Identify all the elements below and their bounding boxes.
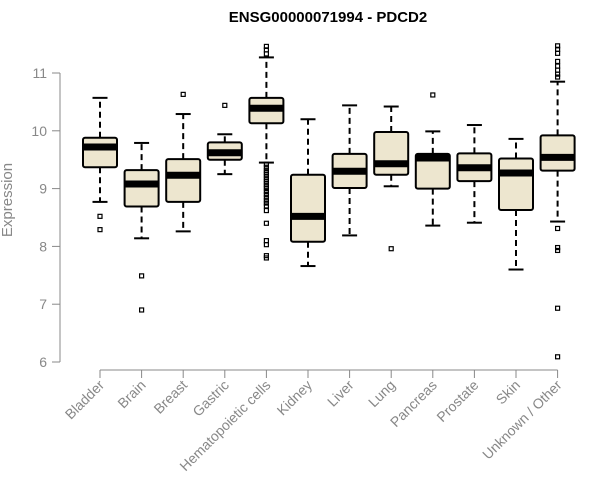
box-liver: [331, 104, 368, 237]
x-tick-label: Skin: [493, 377, 524, 408]
y-tick-label: 8: [39, 238, 47, 254]
outlier-point: [139, 273, 145, 279]
x-tick-label: Unknown / Other: [479, 377, 565, 463]
box-iqr: [82, 136, 118, 169]
box-breast: [165, 91, 202, 233]
outlier-point: [554, 244, 561, 251]
outlier-point: [554, 247, 561, 254]
y-tick-label: 6: [39, 354, 47, 370]
box-hematopoietic-cells: [248, 43, 285, 261]
x-tick-label: Brain: [114, 377, 148, 411]
x-tick-label: Lung: [365, 377, 398, 410]
box-iqr: [373, 130, 410, 176]
outlier-point: [222, 102, 228, 108]
box-iqr: [539, 134, 576, 172]
outlier-point: [554, 74, 561, 80]
outlier-point: [554, 225, 561, 232]
outlier-point: [554, 71, 561, 77]
x-tick-label: Kidney: [274, 377, 316, 419]
y-tick-label: 10: [31, 123, 47, 139]
x-tick-label: Breast: [150, 377, 190, 417]
outlier-point: [263, 186, 269, 192]
outlier-point: [263, 203, 269, 209]
outlier-point: [97, 213, 103, 219]
outlier-point: [263, 242, 269, 248]
box-pancreas: [414, 92, 451, 227]
y-tick-label: 7: [39, 296, 47, 312]
box-skin: [498, 137, 534, 271]
y-axis: 6 7 8 9 10 11: [31, 65, 61, 370]
outlier-point: [263, 191, 269, 197]
y-tick-label: 11: [32, 65, 47, 81]
outlier-point: [554, 63, 561, 69]
outlier-point: [554, 50, 561, 56]
box-iqr: [498, 157, 534, 211]
chart-title: ENSG00000071994 - PDCD2: [229, 9, 427, 26]
outlier-point: [263, 161, 269, 167]
outlier-point: [180, 91, 186, 97]
outlier-point: [263, 207, 269, 214]
box-iqr: [414, 152, 451, 190]
box-gastric: [206, 102, 243, 176]
outlier-point: [263, 51, 269, 57]
outlier-point: [263, 238, 269, 244]
outlier-point: [263, 200, 269, 206]
outlier-point: [263, 197, 269, 203]
box-unknown-other: [539, 43, 576, 360]
box-kidney: [290, 118, 326, 268]
x-tick-label: Liver: [324, 377, 357, 410]
box-iqr: [290, 173, 326, 243]
x-tick-label: Prostate: [433, 377, 481, 425]
outlier-point: [554, 67, 561, 73]
outlier-point: [263, 194, 269, 200]
outlier-point: [97, 227, 103, 233]
outlier-point: [139, 307, 145, 313]
box-bladder: [82, 96, 118, 233]
y-tick-label: 9: [39, 181, 47, 197]
x-tick-label: Bladder: [62, 377, 108, 423]
y-axis-label: Expression: [0, 163, 16, 237]
outlier-point: [263, 255, 269, 261]
outlier-point: [554, 58, 561, 65]
outlier-point: [388, 246, 394, 252]
box-brain: [123, 141, 160, 313]
boxes-group: [82, 43, 576, 360]
outlier-point: [263, 188, 269, 195]
outlier-point: [263, 164, 269, 170]
box-iqr: [165, 158, 202, 203]
outlier-point: [554, 354, 561, 360]
box-iqr: [123, 169, 160, 208]
box-prostate: [456, 124, 493, 224]
box-lung: [373, 105, 410, 252]
outlier-point: [554, 46, 561, 52]
outlier-point: [554, 305, 561, 311]
outlier-point: [263, 220, 269, 226]
outlier-point: [263, 47, 269, 53]
outlier-point: [430, 92, 436, 98]
